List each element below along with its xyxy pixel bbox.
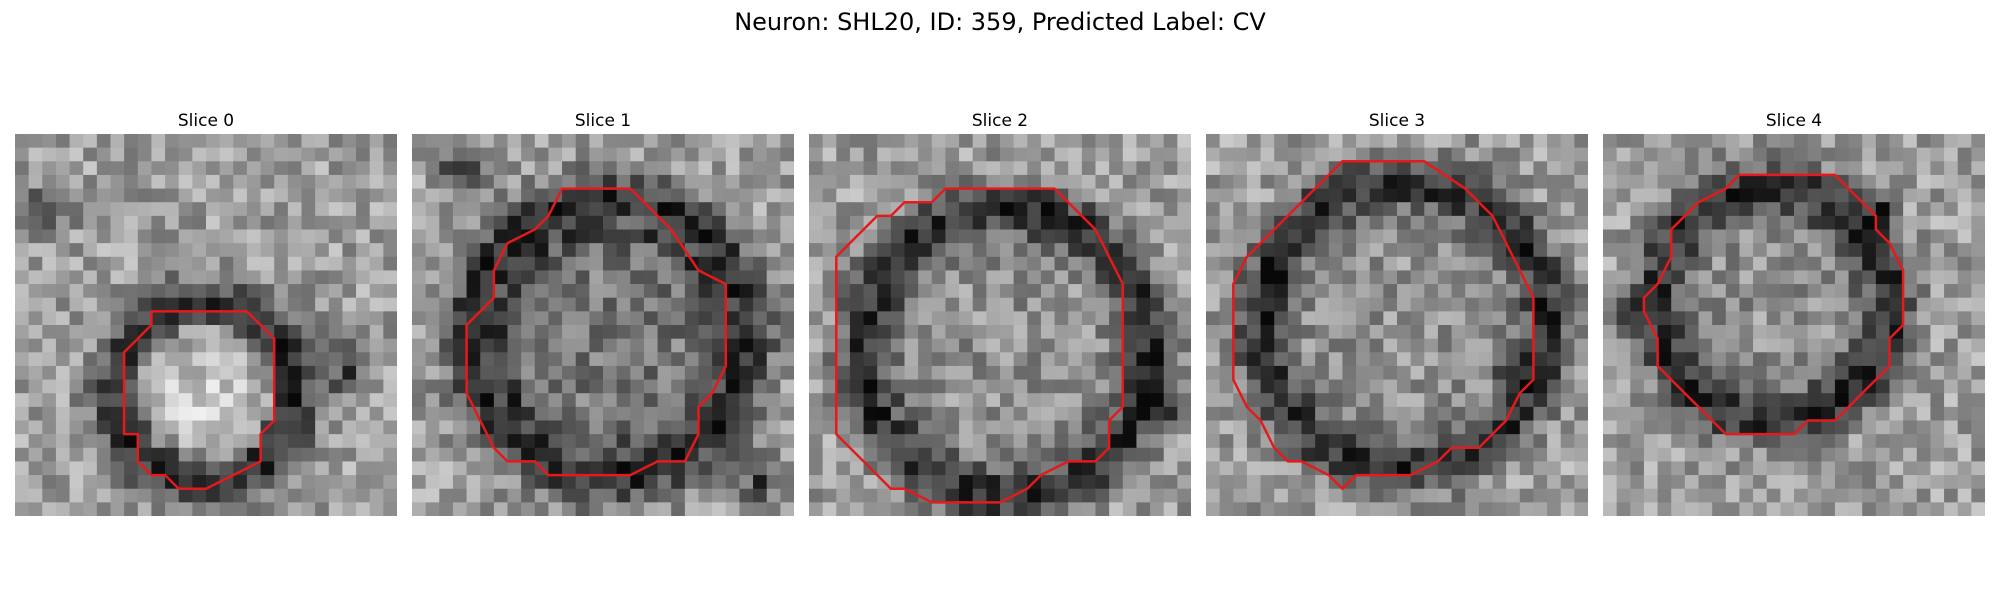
image-pixels <box>412 134 794 516</box>
cell-contour <box>465 187 728 477</box>
image-pixels <box>15 134 397 516</box>
slice-image <box>1603 134 1985 516</box>
cell-contour <box>122 310 276 490</box>
panel-slice-2: Slice 2 <box>809 108 1191 516</box>
panel-slice-4: Slice 4 <box>1603 108 1985 516</box>
slice-image <box>15 134 397 516</box>
panel-title: Slice 1 <box>574 111 632 131</box>
image-pixels <box>809 134 1191 516</box>
slice-image <box>412 134 794 516</box>
slice-image <box>1206 134 1588 516</box>
panel-title: Slice 3 <box>1368 111 1426 131</box>
image-pixels <box>1603 134 1985 516</box>
figure-title: Neuron: SHL20, ID: 359, Predicted Label:… <box>734 8 1266 36</box>
panel-title: Slice 0 <box>177 111 235 131</box>
panel-title: Slice 4 <box>1765 111 1823 131</box>
panel-slice-0: Slice 0 <box>15 108 397 516</box>
panel-slice-1: Slice 1 <box>412 108 794 516</box>
cell-contour <box>1642 173 1905 436</box>
cell-contour <box>835 187 1125 504</box>
image-pixels <box>1206 134 1588 516</box>
cell-contour <box>1232 160 1535 490</box>
panel-slice-3: Slice 3 <box>1206 108 1588 516</box>
slice-image <box>809 134 1191 516</box>
panel-title: Slice 2 <box>971 111 1029 131</box>
